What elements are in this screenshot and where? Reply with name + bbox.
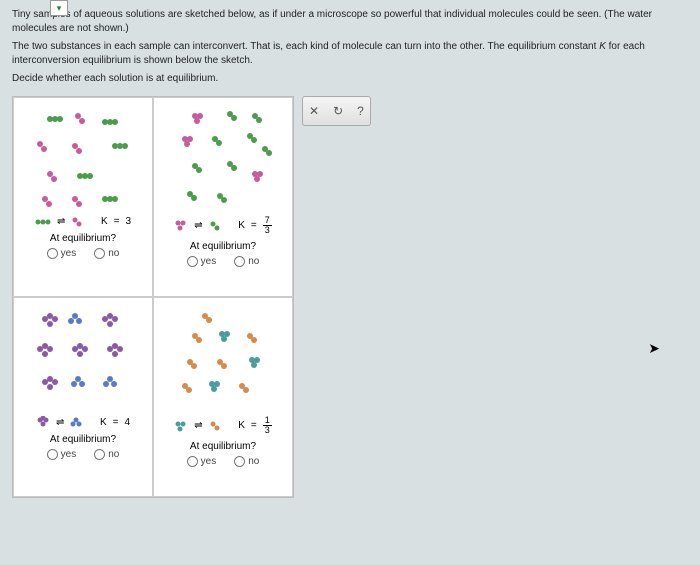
instruction-p2a: The two substances in each sample can in… xyxy=(12,41,599,52)
instruction-p3: Decide whether each solution is at equil… xyxy=(12,72,688,86)
no-label-4: no xyxy=(248,456,259,467)
k-symbol: K xyxy=(599,41,606,52)
yes-option-3[interactable]: yes xyxy=(47,449,77,460)
k-label-2: K xyxy=(238,220,245,231)
options-4: yes no xyxy=(160,456,286,467)
toolbar: ✕ ↻ ? xyxy=(302,96,371,126)
cell-2: ⇌ K = 73 At equilibrium? yes no xyxy=(153,97,293,297)
arrows-4: ⇌ xyxy=(194,420,202,431)
yes-label-1: yes xyxy=(61,248,77,259)
yes-label-4: yes xyxy=(201,456,217,467)
k-den-2: 3 xyxy=(263,226,272,235)
no-label-1: no xyxy=(108,248,119,259)
k-label-1: K xyxy=(101,216,108,227)
solution-grid: ⇌ K = 3 At equilibrium? yes no xyxy=(12,96,294,498)
cell-1: ⇌ K = 3 At equilibrium? yes no xyxy=(13,97,153,297)
eq-line-1: ⇌ K = 3 xyxy=(20,216,146,227)
arrows-1: ⇌ xyxy=(57,216,65,227)
instruction-p1: Tiny samples of aqueous solutions are sk… xyxy=(12,8,688,36)
no-option-3[interactable]: no xyxy=(94,449,119,460)
k-label-4: K xyxy=(238,420,245,431)
cell-3: ⇌ K = 4 At equilibrium? yes no xyxy=(13,297,153,497)
eq-line-2: ⇌ K = 73 xyxy=(160,216,286,235)
options-1: yes no xyxy=(20,248,146,259)
k-value-3: 4 xyxy=(124,417,130,428)
arrows-3: ⇌ xyxy=(56,417,64,428)
k-value-1: 3 xyxy=(125,216,131,227)
instruction-p2: The two substances in each sample can in… xyxy=(12,40,688,68)
no-option-2[interactable]: no xyxy=(234,256,259,267)
options-2: yes no xyxy=(160,256,286,267)
question-1: At equilibrium? xyxy=(20,233,146,244)
eq-line-3: ⇌ K = 4 xyxy=(20,416,146,428)
no-radio-1[interactable] xyxy=(94,248,105,259)
options-3: yes no xyxy=(20,449,146,460)
yes-option-2[interactable]: yes xyxy=(187,256,217,267)
yes-radio-4[interactable] xyxy=(187,456,198,467)
help-button[interactable]: ? xyxy=(357,104,364,118)
yes-radio-1[interactable] xyxy=(47,248,58,259)
sketch-3 xyxy=(20,304,146,414)
no-label-2: no xyxy=(248,256,259,267)
sketch-4 xyxy=(160,304,286,414)
question-3: At equilibrium? xyxy=(20,434,146,445)
arrows-2: ⇌ xyxy=(194,220,202,231)
cell-4: ⇌ K = 13 At equilibrium? yes no xyxy=(153,297,293,497)
close-button[interactable]: ✕ xyxy=(309,104,319,118)
page-content: Tiny samples of aqueous solutions are sk… xyxy=(0,0,700,565)
no-radio-3[interactable] xyxy=(94,449,105,460)
no-label-3: no xyxy=(108,449,119,460)
no-option-1[interactable]: no xyxy=(94,248,119,259)
sketch-2 xyxy=(160,104,286,214)
no-radio-2[interactable] xyxy=(234,256,245,267)
yes-radio-2[interactable] xyxy=(187,256,198,267)
dropdown-arrow[interactable]: ▾ xyxy=(50,0,68,16)
question-2: At equilibrium? xyxy=(160,241,286,252)
no-option-4[interactable]: no xyxy=(234,456,259,467)
k-label-3: K xyxy=(100,417,107,428)
eq-line-4: ⇌ K = 13 xyxy=(160,416,286,435)
reset-button[interactable]: ↻ xyxy=(333,104,343,118)
k-den-4: 3 xyxy=(263,426,272,435)
no-radio-4[interactable] xyxy=(234,456,245,467)
yes-option-1[interactable]: yes xyxy=(47,248,77,259)
yes-radio-3[interactable] xyxy=(47,449,58,460)
yes-label-2: yes xyxy=(201,256,217,267)
yes-label-3: yes xyxy=(61,449,77,460)
yes-option-4[interactable]: yes xyxy=(187,456,217,467)
sketch-1 xyxy=(20,104,146,214)
question-4: At equilibrium? xyxy=(160,441,286,452)
